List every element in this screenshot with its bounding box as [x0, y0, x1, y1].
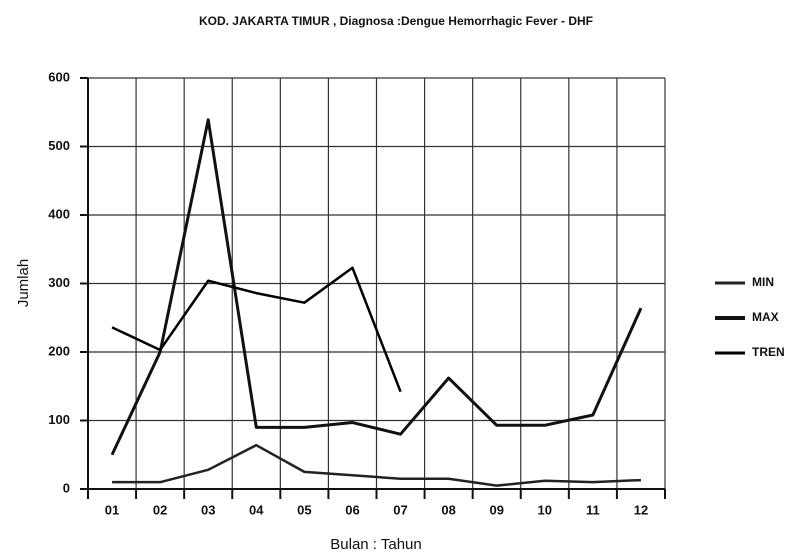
- legend-label: TREN: [752, 345, 785, 359]
- x-tick-label: 09: [489, 502, 503, 517]
- y-axis-label: Jumlah: [15, 259, 32, 307]
- x-tick-label: 03: [201, 502, 215, 517]
- x-tick-label: 11: [586, 502, 600, 517]
- x-axis-label: Bulan : Tahun: [330, 536, 421, 553]
- legend-label: MAX: [752, 310, 779, 324]
- page: KOD. JAKARTA TIMUR , Diagnosa :Dengue He…: [0, 0, 793, 558]
- x-tick-label: 05: [297, 502, 311, 517]
- y-tick-label: 500: [48, 138, 70, 153]
- y-tick-label: 600: [48, 69, 70, 84]
- x-tick-label: 08: [441, 502, 455, 517]
- y-tick-label: 0: [63, 480, 70, 495]
- y-tick-label: 100: [48, 412, 70, 427]
- x-tick-label: 01: [105, 502, 119, 517]
- x-tick-label: 02: [153, 502, 167, 517]
- background: [0, 0, 793, 558]
- x-tick-label: 04: [249, 502, 264, 517]
- y-tick-label: 200: [48, 343, 70, 358]
- x-tick-label: 12: [634, 502, 648, 517]
- chart: KOD. JAKARTA TIMUR , Diagnosa :Dengue He…: [0, 0, 793, 558]
- legend-label: MIN: [752, 275, 774, 289]
- x-tick-label: 06: [345, 502, 359, 517]
- y-tick-label: 300: [48, 275, 70, 290]
- y-tick-label: 400: [48, 206, 70, 221]
- chart-title: KOD. JAKARTA TIMUR , Diagnosa :Dengue He…: [199, 14, 593, 28]
- x-tick-label: 10: [538, 502, 552, 517]
- x-tick-label: 07: [393, 502, 407, 517]
